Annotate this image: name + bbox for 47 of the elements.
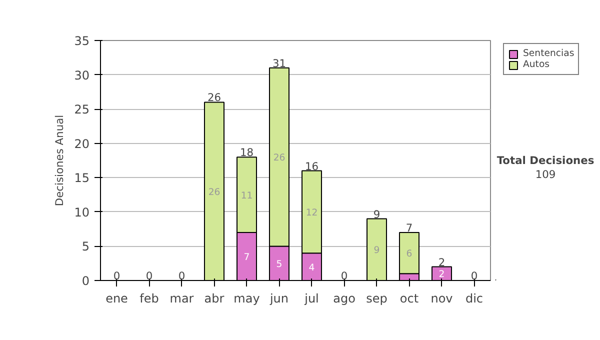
x-tick-label: mar	[170, 292, 194, 306]
y-tick-label: 20	[74, 136, 90, 151]
x-tick-label: abr	[204, 292, 224, 306]
data-label: 2	[438, 269, 445, 280]
data-label: 12	[306, 207, 318, 218]
data-label: 26	[273, 152, 286, 164]
total-label: 0	[470, 270, 478, 282]
data-label: 26	[208, 186, 220, 198]
data-label: 6	[406, 248, 412, 260]
x-tick-label: ene	[106, 292, 128, 306]
text: Total Decisiones	[496, 154, 594, 167]
y-tick-label: 25	[74, 102, 90, 117]
data-label: 7	[244, 252, 250, 263]
x-tick-label: nov	[430, 292, 453, 306]
y-tick-label: 30	[74, 68, 90, 82]
total-label: 26	[207, 91, 222, 104]
total-label: 18	[240, 146, 254, 160]
total-label: 0	[146, 270, 153, 282]
total-label: 0	[113, 270, 120, 282]
y-axis-title: Decisiones Anual	[53, 114, 66, 206]
x-tick-label: dic	[465, 292, 484, 306]
x-tick-label: oct	[400, 292, 419, 306]
data-label: 9	[374, 245, 380, 256]
y-tick-label: 15	[74, 171, 90, 186]
total-label: 7	[406, 222, 413, 234]
y-tick-label: 10	[74, 205, 90, 220]
x-tick-label: may	[234, 292, 260, 306]
legend-label: Autos	[523, 59, 550, 70]
y-tick-label: 0	[82, 274, 90, 288]
total-label: 0	[178, 270, 186, 282]
data-label: 5	[276, 258, 282, 270]
y-tick-label: 5	[82, 240, 90, 254]
data-label: 11	[240, 190, 253, 202]
x-tick-label: sep	[366, 292, 388, 306]
x-tick-label: ago	[333, 292, 356, 306]
total-label: 2	[438, 256, 446, 269]
x-tick-label: jul	[304, 292, 319, 306]
y-tick-label: 35	[74, 34, 90, 48]
total-label: 0	[340, 270, 348, 282]
legend-label: Sentencias	[523, 48, 574, 59]
total-label: 16	[304, 160, 319, 173]
x-tick-label: feb	[140, 292, 159, 306]
total-label: 31	[272, 56, 286, 70]
data-label: 4	[308, 262, 315, 274]
text: 109	[535, 168, 556, 181]
x-tick-label: jun	[268, 292, 289, 306]
total-label: 9	[373, 208, 380, 221]
